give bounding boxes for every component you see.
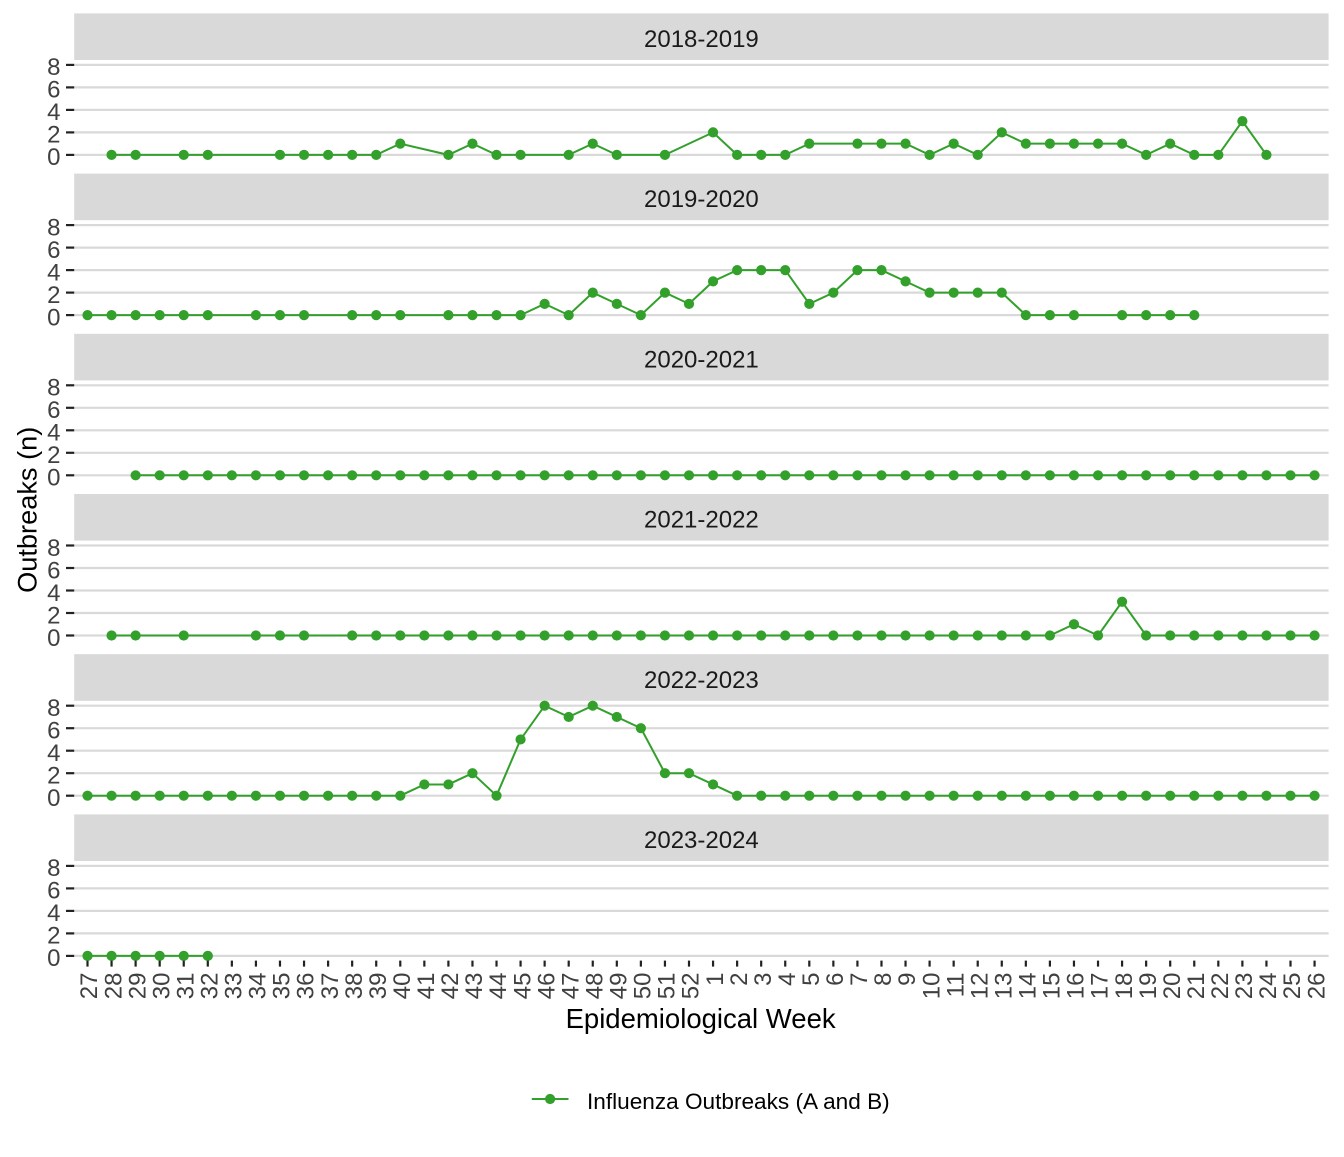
svg-text:37: 37 [317, 973, 344, 1000]
svg-text:8: 8 [47, 695, 60, 722]
svg-text:6: 6 [47, 237, 60, 264]
svg-text:3: 3 [750, 973, 777, 986]
svg-text:4: 4 [47, 259, 60, 286]
svg-text:Influenza Outbreaks (A and B): Influenza Outbreaks (A and B) [587, 1089, 890, 1114]
svg-text:31: 31 [172, 973, 199, 1000]
svg-text:4: 4 [47, 580, 60, 607]
svg-text:21: 21 [1183, 973, 1210, 1000]
svg-text:6: 6 [47, 77, 60, 104]
svg-text:2: 2 [47, 442, 60, 469]
svg-text:12: 12 [966, 973, 993, 1000]
svg-text:39: 39 [365, 973, 392, 1000]
svg-text:36: 36 [293, 973, 320, 1000]
svg-text:2021-2022: 2021-2022 [644, 507, 759, 534]
svg-text:28: 28 [100, 973, 127, 1000]
svg-text:30: 30 [148, 973, 175, 1000]
svg-text:15: 15 [1039, 973, 1066, 1000]
svg-text:4: 4 [47, 99, 60, 126]
svg-text:6: 6 [47, 718, 60, 745]
svg-text:0: 0 [47, 785, 60, 812]
svg-text:20: 20 [1159, 973, 1186, 1000]
svg-text:6: 6 [822, 973, 849, 986]
svg-text:4: 4 [47, 420, 60, 447]
svg-text:38: 38 [341, 973, 368, 1000]
svg-text:27: 27 [76, 973, 103, 1000]
svg-text:10: 10 [918, 973, 945, 1000]
svg-text:29: 29 [124, 973, 151, 1000]
svg-text:2: 2 [47, 282, 60, 309]
svg-text:1: 1 [702, 973, 729, 986]
svg-text:2: 2 [47, 602, 60, 629]
svg-text:22: 22 [1207, 973, 1234, 1000]
svg-text:48: 48 [581, 973, 608, 1000]
svg-text:6: 6 [47, 397, 60, 424]
svg-text:0: 0 [47, 945, 60, 972]
svg-text:24: 24 [1255, 973, 1282, 1000]
svg-text:50: 50 [630, 973, 657, 1000]
svg-text:4: 4 [47, 740, 60, 767]
svg-text:32: 32 [197, 973, 224, 1000]
svg-text:5: 5 [798, 973, 825, 986]
svg-text:14: 14 [1015, 973, 1042, 1000]
svg-text:4: 4 [47, 900, 60, 927]
svg-text:2023-2024: 2023-2024 [644, 827, 759, 854]
svg-text:8: 8 [47, 535, 60, 562]
svg-text:44: 44 [485, 973, 512, 1000]
svg-text:6: 6 [47, 878, 60, 905]
svg-text:46: 46 [533, 973, 560, 1000]
svg-text:16: 16 [1063, 973, 1090, 1000]
svg-text:17: 17 [1087, 973, 1114, 1000]
svg-text:42: 42 [437, 973, 464, 1000]
svg-text:0: 0 [47, 465, 60, 492]
svg-text:41: 41 [413, 973, 440, 1000]
svg-text:9: 9 [894, 973, 921, 986]
svg-text:8: 8 [47, 375, 60, 402]
svg-text:0: 0 [47, 625, 60, 652]
svg-text:11: 11 [942, 973, 969, 998]
svg-text:25: 25 [1279, 973, 1306, 1000]
svg-text:0: 0 [47, 304, 60, 331]
svg-text:2: 2 [47, 923, 60, 950]
svg-text:34: 34 [245, 973, 272, 1000]
svg-text:2: 2 [47, 763, 60, 790]
svg-text:52: 52 [678, 973, 705, 1000]
svg-text:23: 23 [1231, 973, 1258, 1000]
svg-text:8: 8 [47, 855, 60, 882]
svg-text:8: 8 [47, 214, 60, 241]
svg-text:35: 35 [269, 973, 296, 1000]
svg-text:6: 6 [47, 557, 60, 584]
svg-text:40: 40 [389, 973, 416, 1000]
svg-text:43: 43 [461, 973, 488, 1000]
svg-text:8: 8 [47, 54, 60, 81]
svg-text:7: 7 [846, 973, 873, 986]
svg-text:2022-2023: 2022-2023 [644, 667, 759, 694]
svg-text:2020-2021: 2020-2021 [644, 346, 759, 373]
svg-text:Epidemiological Week: Epidemiological Week [566, 1003, 836, 1034]
svg-text:2: 2 [47, 122, 60, 149]
svg-text:45: 45 [509, 973, 536, 1000]
svg-text:49: 49 [606, 973, 633, 1000]
svg-text:8: 8 [870, 973, 897, 986]
svg-text:2: 2 [726, 973, 753, 986]
svg-text:13: 13 [990, 973, 1017, 1000]
svg-text:33: 33 [221, 973, 248, 1000]
svg-text:4: 4 [774, 973, 801, 986]
svg-text:Outbreaks (n): Outbreaks (n) [12, 427, 43, 593]
svg-text:51: 51 [654, 973, 681, 1000]
svg-text:2018-2019: 2018-2019 [644, 26, 759, 53]
svg-text:0: 0 [47, 144, 60, 171]
svg-text:26: 26 [1303, 973, 1330, 1000]
svg-text:47: 47 [557, 973, 584, 1000]
svg-text:18: 18 [1111, 973, 1138, 1000]
svg-text:2019-2020: 2019-2020 [644, 186, 759, 213]
svg-text:19: 19 [1135, 973, 1162, 1000]
